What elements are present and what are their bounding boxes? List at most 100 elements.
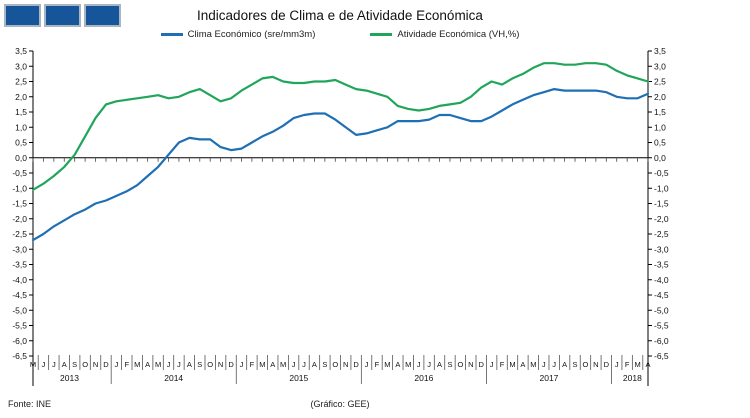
legend-swatch-atividade-icon: [370, 33, 393, 36]
y-tick-label-left: 3,5: [15, 46, 27, 56]
series-atividade-line: [31, 62, 650, 191]
y-tick-label-right: 0,5: [654, 138, 666, 148]
month-label: A: [645, 360, 650, 369]
y-tick-label-left: -1,0: [12, 183, 27, 193]
month-label: J: [365, 360, 369, 369]
month-label: M: [384, 360, 390, 369]
y-tick-label-right: -0,5: [654, 168, 669, 178]
chart-legend: Clima Económico (sre/mm3m) Atividade Eco…: [0, 29, 680, 40]
month-label: A: [62, 360, 67, 369]
y-tick-label-left: -4,0: [12, 275, 27, 285]
y-tick-label-right: -5,0: [654, 305, 669, 315]
y-tick-label-right: -6,5: [654, 351, 669, 361]
month-label: M: [509, 360, 515, 369]
month-label: D: [228, 360, 234, 369]
month-label: J: [115, 360, 119, 369]
year-label: 2017: [540, 373, 559, 383]
month-label: F: [250, 360, 255, 369]
year-label: 2015: [289, 373, 308, 383]
y-tick-label-left: -6,5: [12, 351, 27, 361]
legend-label-clima: Clima Económico (sre/mm3m): [187, 29, 316, 40]
logo-square-icon: [4, 4, 41, 27]
y-tick-label-right: -2,5: [654, 229, 669, 239]
month-label: A: [520, 360, 525, 369]
month-label: A: [145, 360, 150, 369]
month-label: J: [417, 360, 421, 369]
legend-item-atividade: Atividade Económica (VH,%): [370, 29, 519, 40]
year-label: 2018: [623, 373, 642, 383]
year-label: 2016: [414, 373, 433, 383]
y-tick-label-right: 2,5: [654, 77, 666, 87]
month-label: A: [562, 360, 567, 369]
y-tick-label-right: -3,0: [654, 244, 669, 254]
legend-item-clima: Clima Económico (sre/mm3m): [160, 29, 316, 40]
month-label: S: [573, 360, 578, 369]
y-tick-label-left: 2,0: [15, 92, 27, 102]
month-label: A: [312, 360, 317, 369]
y-tick-label-right: 2,0: [654, 92, 666, 102]
month-label: J: [292, 360, 296, 369]
month-label: D: [103, 360, 109, 369]
month-label: O: [207, 360, 213, 369]
y-tick-label-left: -3,5: [12, 260, 27, 270]
month-label: M: [155, 360, 161, 369]
month-label: A: [187, 360, 192, 369]
month-label: J: [240, 360, 244, 369]
y-tick-label-left: 2,5: [15, 77, 27, 87]
month-label: M: [280, 360, 286, 369]
y-tick-label-left: 0,5: [15, 138, 27, 148]
y-tick-label-right: 3,0: [654, 61, 666, 71]
month-label: A: [270, 360, 275, 369]
month-label: M: [405, 360, 411, 369]
y-tick-label-left: -4,5: [12, 290, 27, 300]
month-label: N: [93, 360, 98, 369]
y-tick-label-left: 0,0: [15, 153, 27, 163]
y-tick-label-left: 3,0: [15, 61, 27, 71]
y-tick-label-left: 1,0: [15, 122, 27, 132]
month-label: J: [427, 360, 431, 369]
month-label: A: [437, 360, 442, 369]
source-note: Fonte: INE: [8, 399, 52, 409]
y-tick-label-right: -5,5: [654, 321, 669, 331]
month-label: F: [375, 360, 380, 369]
y-tick-label-right: -4,0: [654, 275, 669, 285]
y-tick-label-left: -3,0: [12, 244, 27, 254]
y-tick-label-right: -1,5: [654, 199, 669, 209]
month-label: N: [343, 360, 348, 369]
y-tick-label-right: 3,5: [654, 46, 666, 56]
y-tick-label-left: 1,5: [15, 107, 27, 117]
y-tick-label-right: -1,0: [654, 183, 669, 193]
month-label: N: [593, 360, 598, 369]
month-label: A: [395, 360, 400, 369]
y-tick-label-left: -2,5: [12, 229, 27, 239]
month-label: O: [332, 360, 338, 369]
month-label: D: [353, 360, 359, 369]
y-tick-label-right: -3,5: [654, 260, 669, 270]
y-tick-label-left: -0,5: [12, 168, 27, 178]
credit-note: (Gráfico: GEE): [310, 399, 370, 409]
month-label: J: [552, 360, 556, 369]
legend-label-atividade: Atividade Económica (VH,%): [397, 29, 520, 40]
month-label: S: [322, 360, 327, 369]
month-label: S: [447, 360, 452, 369]
y-tick-label-left: -2,0: [12, 214, 27, 224]
month-label: F: [500, 360, 505, 369]
month-label: J: [542, 360, 546, 369]
logo: [4, 4, 121, 27]
month-label: O: [583, 360, 589, 369]
month-label: J: [490, 360, 494, 369]
month-label: J: [177, 360, 181, 369]
month-label: J: [167, 360, 171, 369]
month-label: N: [468, 360, 473, 369]
month-label: J: [42, 360, 46, 369]
y-tick-label-right: -2,0: [654, 214, 669, 224]
month-label: O: [457, 360, 463, 369]
year-label: 2014: [164, 373, 183, 383]
legend-swatch-clima-icon: [160, 33, 183, 36]
chart-title: Indicadores de Clima e de Atividade Econ…: [197, 8, 483, 23]
month-label: J: [302, 360, 306, 369]
series-clima-line: [31, 87, 650, 242]
month-label: D: [479, 360, 485, 369]
